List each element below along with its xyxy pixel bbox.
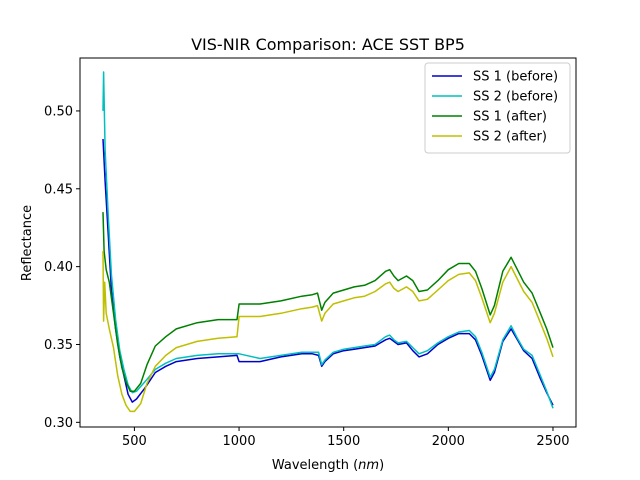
x-tick-label: 2000 [432,434,465,449]
legend-label-2: SS 2 (before) [473,90,558,105]
x-tick-label: 1500 [327,434,360,449]
x-axis-label-prefix: Wavelength ( [272,458,358,473]
y-tick-label: 0.35 [44,338,73,353]
x-axis-label-unit: nm [358,458,379,473]
x-tick-label: 500 [122,434,147,449]
y-tick-label: 0.40 [44,260,73,275]
x-axis-label-suffix: ) [379,458,384,473]
x-tick-label: 1000 [223,434,256,449]
plot-frame [79,57,577,428]
chart-title: VIS-NIR Comparison: ACE SST BP5 [191,35,465,54]
y-tick-label: 0.45 [44,182,73,197]
legend-label-1: SS 1 (before) [473,70,558,85]
y-axis-label: Reflectance [20,205,35,281]
legend-label-3: SS 1 (after) [473,110,547,125]
x-tick-label: 2500 [536,434,569,449]
x-axis-label: Wavelength (nm) [272,458,384,473]
series-layer [102,71,554,413]
y-axis-ticks: 0.30 0.35 0.40 0.45 0.50 [44,104,80,431]
series-line-1 [102,138,554,406]
series-line-3 [102,212,554,392]
x-axis-ticks: 500 1000 1500 2000 2500 [122,427,570,449]
legend-box [424,62,571,154]
y-tick-label: 0.30 [44,416,73,431]
series-line-4 [102,251,554,413]
legend-label-4: SS 2 (after) [473,130,547,145]
y-tick-label: 0.50 [44,104,73,119]
legend: SS 1 (before) SS 2 (before) SS 1 (after) SS… [424,62,571,154]
